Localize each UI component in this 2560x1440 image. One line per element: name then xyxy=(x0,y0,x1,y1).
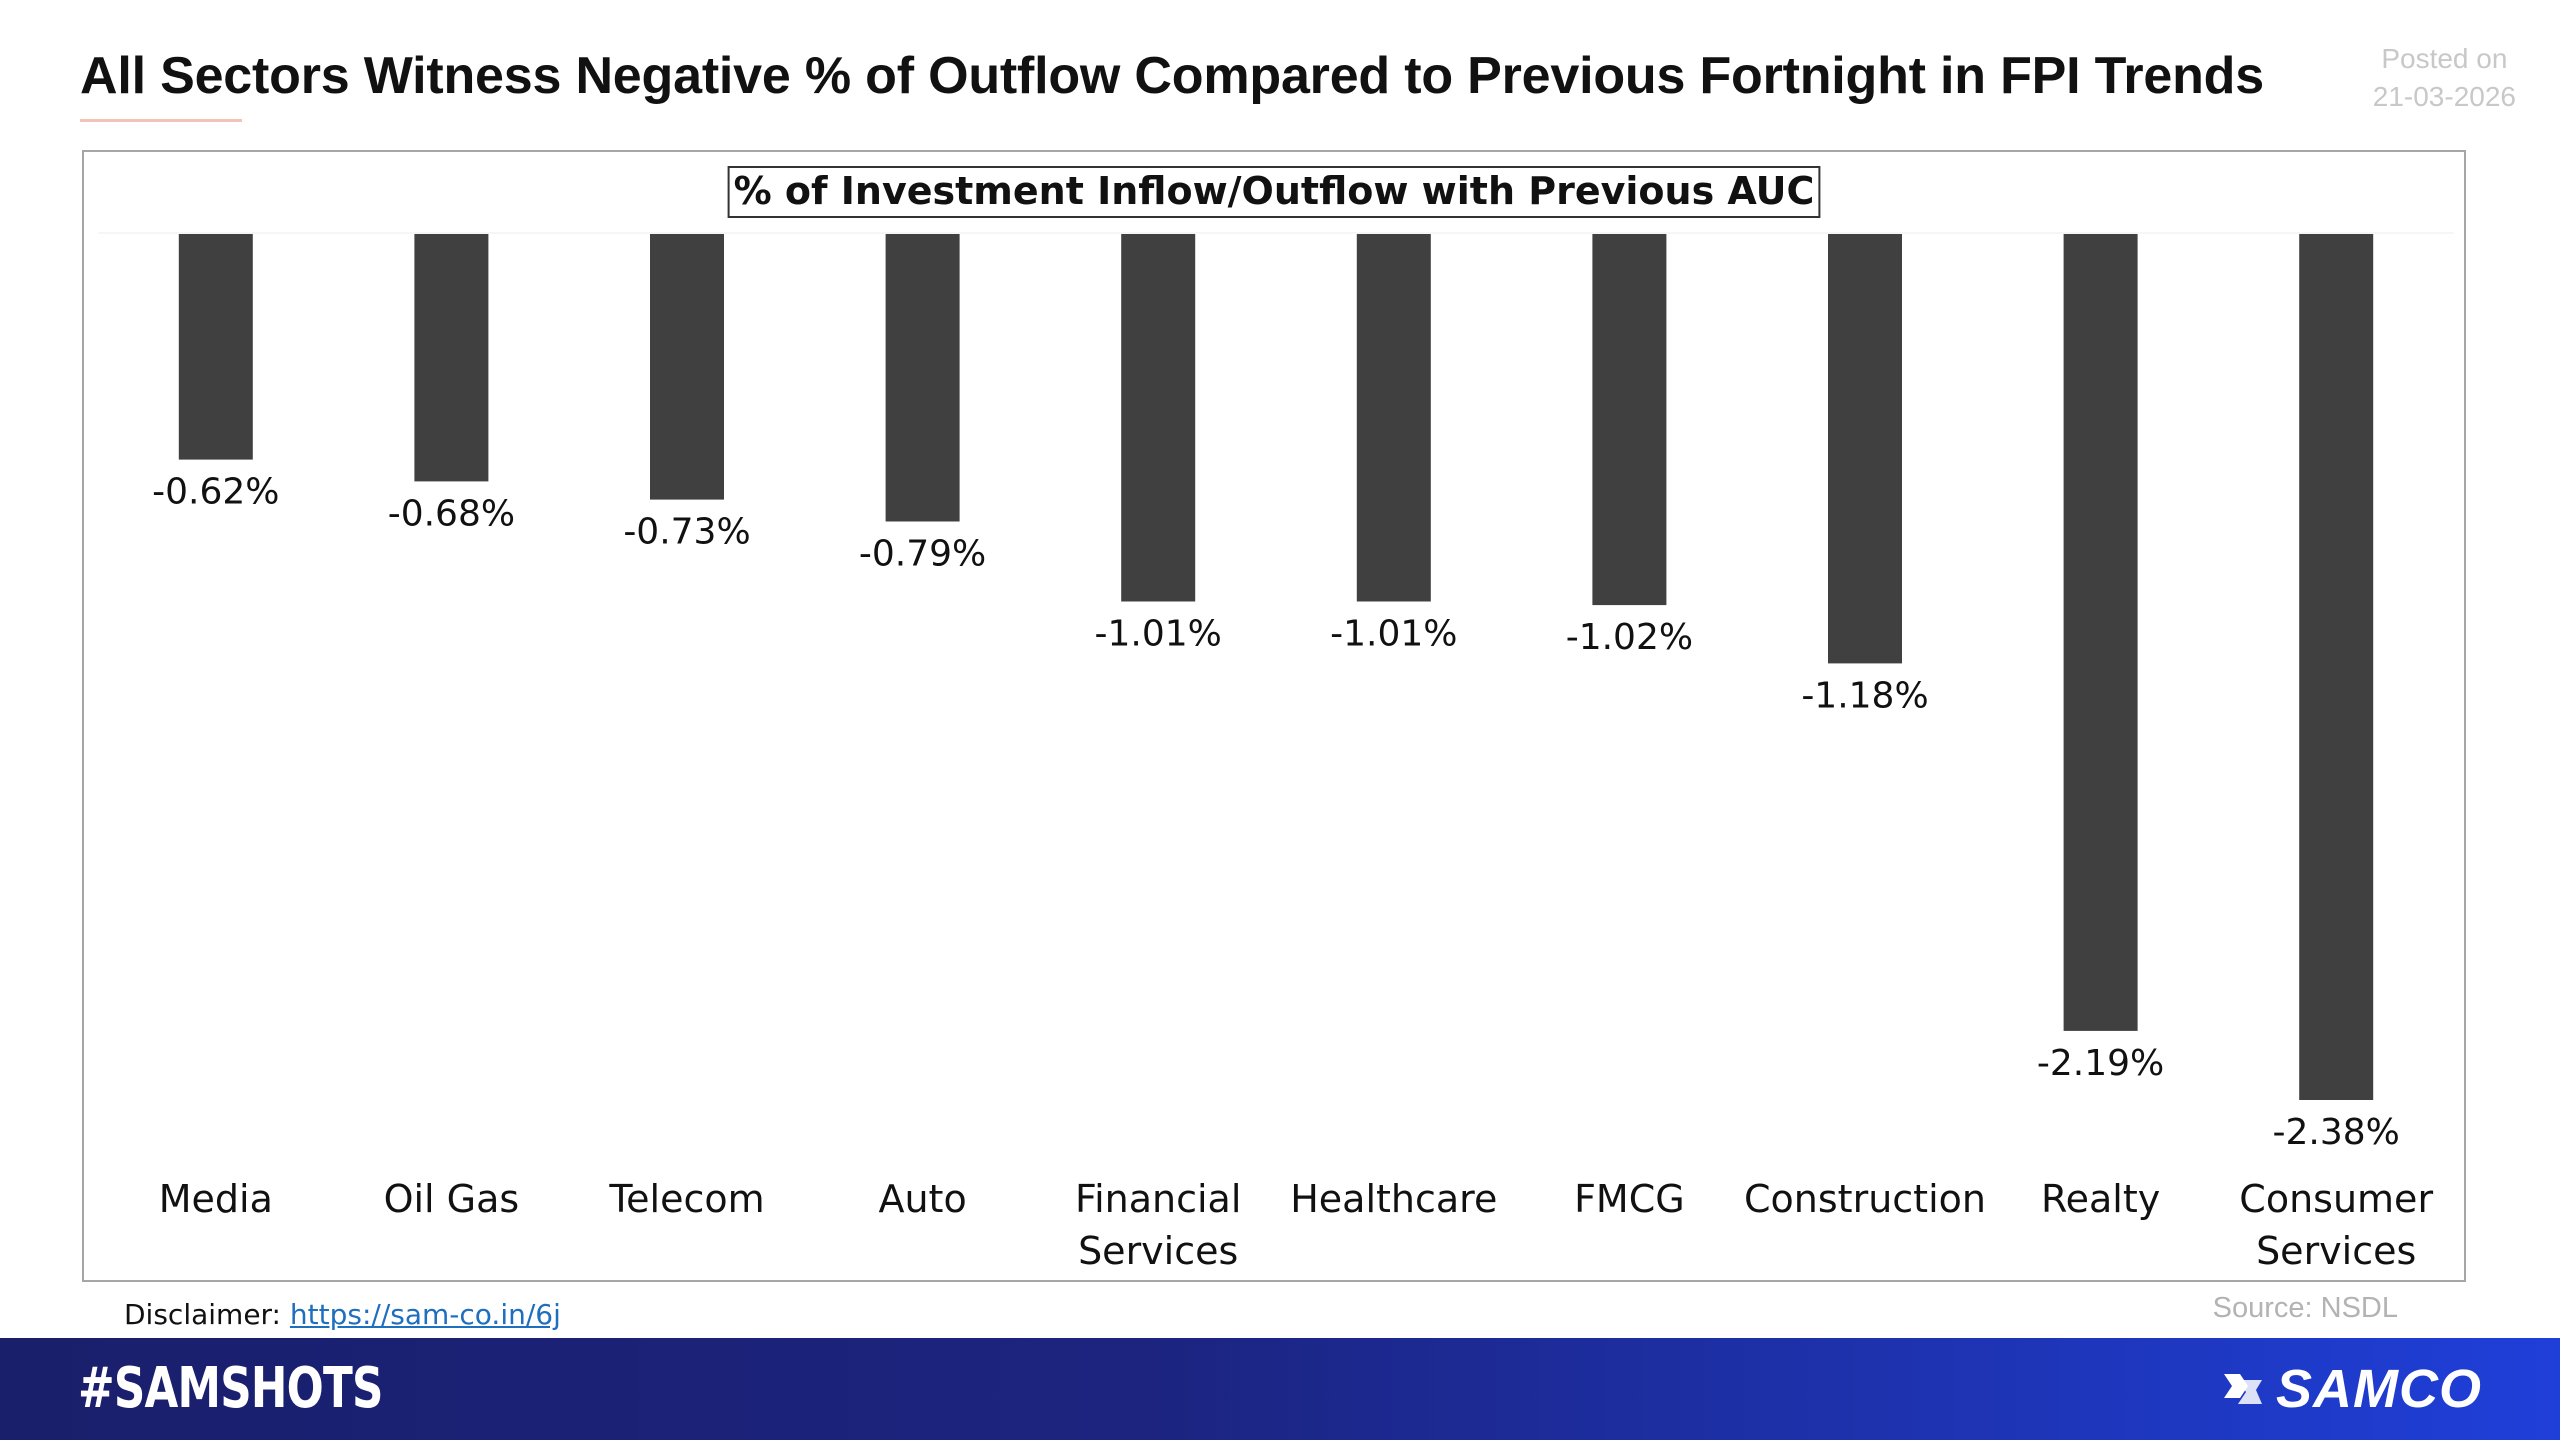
posted-date-block: Posted on 21-03-2026 xyxy=(2373,40,2516,116)
bar-3 xyxy=(885,234,960,522)
bar-6 xyxy=(1592,234,1667,606)
bar-chart: -0.62% Media -0.68% Oil Gas -0.73% Telecom -0.… xyxy=(98,166,2454,1273)
chart-title: % of Investment Inflow/Outflow with Prev… xyxy=(734,169,1815,213)
data-label-5: -1.01% xyxy=(1330,614,1457,655)
brand-name: SAMCO xyxy=(2276,1359,2482,1419)
category-label-1: Oil Gas xyxy=(384,1177,520,1221)
bar-5 xyxy=(1356,234,1431,602)
hashtag-label: #SAMSHOTS xyxy=(78,1356,383,1421)
category-label-4-1: Services xyxy=(1078,1229,1238,1273)
data-label-3: -0.79% xyxy=(859,534,986,575)
category-label-5: Healthcare xyxy=(1290,1177,1497,1221)
bar-0 xyxy=(178,234,253,460)
page-title: All Sectors Witness Negative % of Outflo… xyxy=(80,47,2264,105)
bar-1 xyxy=(414,234,489,482)
chart-title-box xyxy=(727,166,1821,218)
category-label-6: FMCG xyxy=(1574,1177,1685,1221)
category-label-9-0: Consumer xyxy=(2239,1177,2433,1221)
category-label-4-0: Financial xyxy=(1075,1177,1241,1221)
data-label-1: -0.68% xyxy=(388,493,515,534)
data-label-7: -1.18% xyxy=(1801,675,1928,716)
bar-2 xyxy=(650,234,724,500)
disclaimer-label: Disclaimer: xyxy=(124,1298,281,1331)
data-label-9: -2.38% xyxy=(2273,1112,2400,1153)
footer-banner: #SAMSHOTS SAMCO xyxy=(0,1338,2560,1440)
category-label-0: Media xyxy=(159,1177,273,1221)
chart-frame: -0.62% Media -0.68% Oil Gas -0.73% Telecom -0.… xyxy=(82,150,2466,1282)
posted-label: Posted on xyxy=(2381,43,2508,74)
data-label-2: -0.73% xyxy=(623,512,750,553)
category-label-7: Construction xyxy=(1744,1177,1986,1221)
brand-logo: SAMCO xyxy=(2218,1358,2482,1420)
data-label-0: -0.62% xyxy=(152,472,279,513)
category-label-2: Telecom xyxy=(608,1177,764,1221)
bar-4 xyxy=(1121,234,1196,602)
disclaimer-link[interactable]: https://sam-co.in/6j xyxy=(289,1298,561,1331)
category-label-3: Auto xyxy=(878,1177,966,1221)
title-underline xyxy=(80,119,242,122)
bar-8 xyxy=(2063,234,2138,1031)
disclaimer: Disclaimer: https://sam-co.in/6j xyxy=(124,1298,561,1331)
data-label-8: -2.19% xyxy=(2037,1043,2164,1084)
source-note: Source: NSDL xyxy=(2212,1292,2398,1324)
category-label-8: Realty xyxy=(2041,1177,2160,1221)
bar-7 xyxy=(1828,234,1902,664)
bar-9 xyxy=(2299,234,2374,1100)
posted-date: 21-03-2026 xyxy=(2372,81,2516,112)
category-label-9-1: Services xyxy=(2256,1229,2416,1273)
data-label-4: -1.01% xyxy=(1095,614,1222,655)
samco-logo-icon xyxy=(2224,1374,2262,1404)
data-label-6: -1.02% xyxy=(1566,617,1693,658)
